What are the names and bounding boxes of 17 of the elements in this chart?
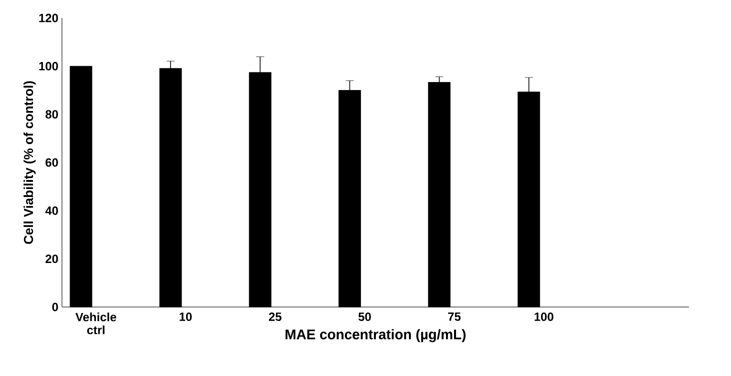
x-axis-title: MAE concentration (µg/mL) <box>286 329 466 342</box>
x-tick-label: Vehicle ctrl <box>75 312 116 334</box>
y-tick-label: 20 <box>46 254 58 264</box>
y-tick-label: 60 <box>46 158 58 167</box>
x-tick-label: 50 <box>358 312 371 321</box>
x-tick-label: 25 <box>268 312 282 321</box>
bar <box>338 90 361 308</box>
y-tick-label: 100 <box>39 62 58 70</box>
x-tick-label: 100 <box>534 312 554 321</box>
y-tick-label: 0 <box>52 302 58 312</box>
x-tick-label: 75 <box>448 312 461 321</box>
y-tick-label: 120 <box>39 14 58 22</box>
y-axis-title: Cell Viability (% of control) <box>24 81 36 244</box>
bar <box>70 66 92 308</box>
x-tick-label: 10 <box>180 312 192 321</box>
y-tick-label: 80 <box>46 110 58 119</box>
y-tick-label: 40 <box>45 206 58 215</box>
